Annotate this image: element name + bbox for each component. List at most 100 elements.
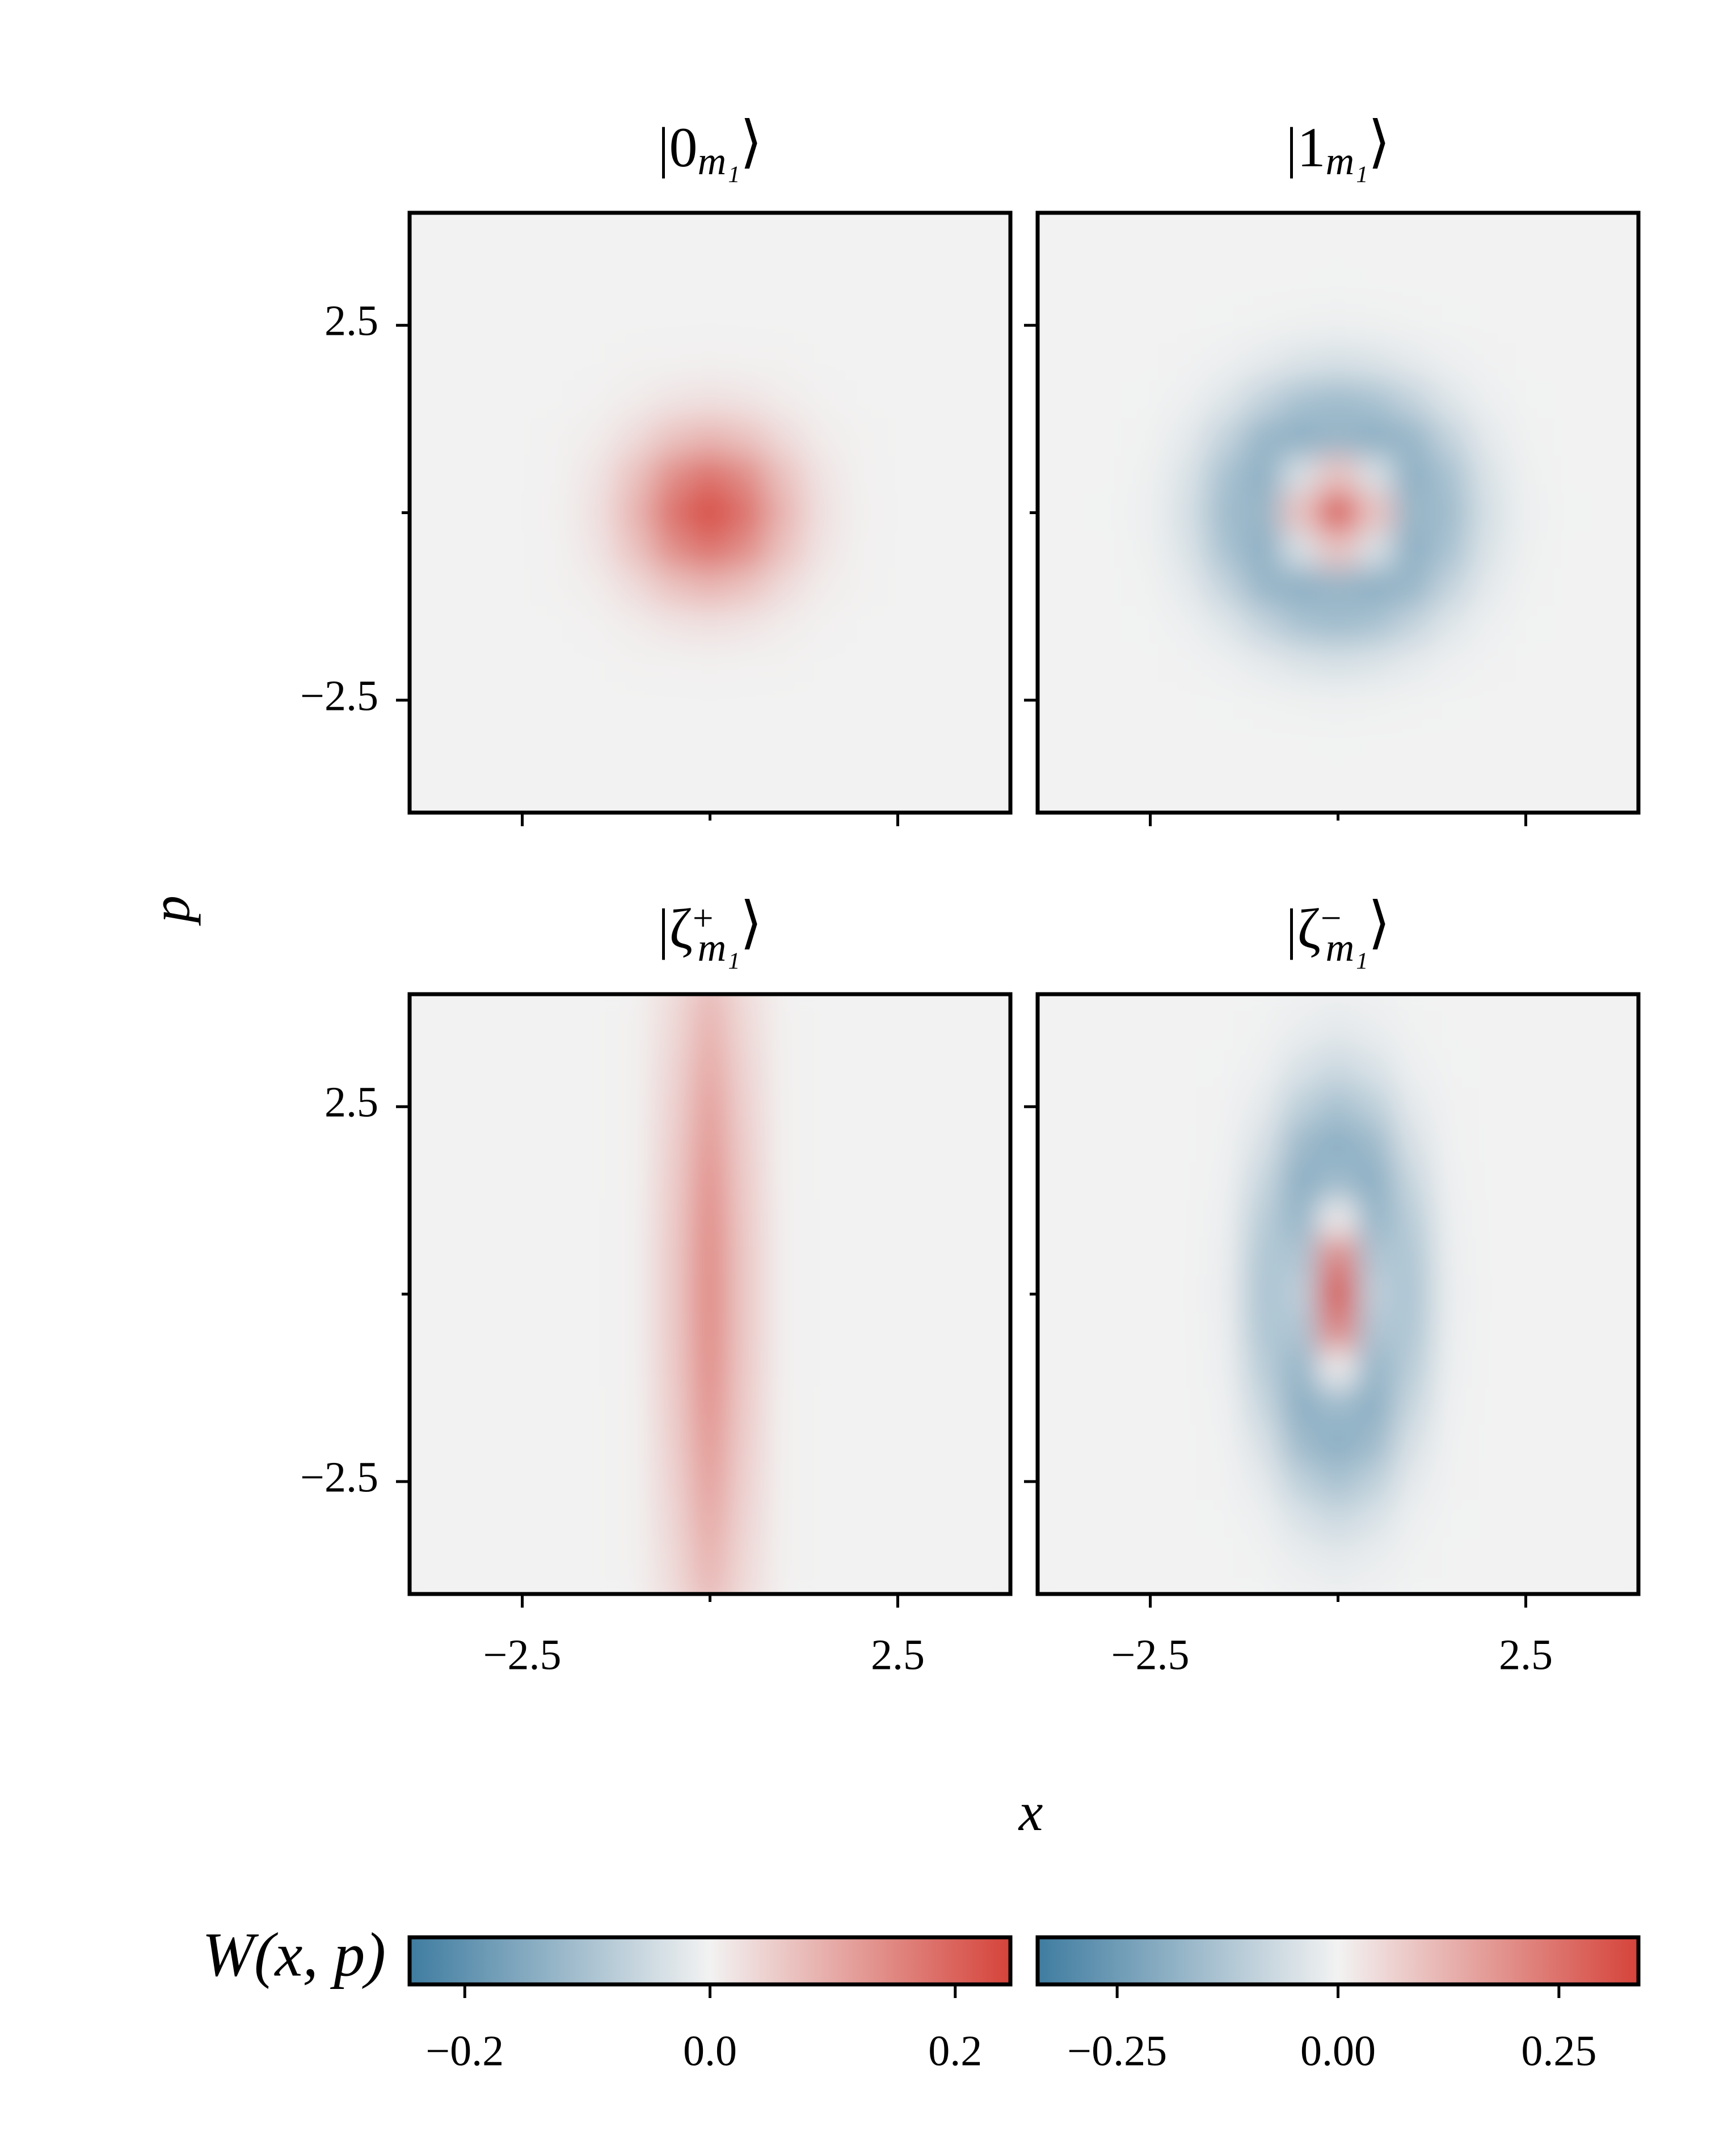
cell [841, 1424, 880, 1463]
cell [1244, 1050, 1283, 1089]
cell [1206, 793, 1245, 813]
cell [878, 306, 917, 345]
cell [1356, 418, 1395, 457]
cell [1206, 994, 1245, 1014]
title-main: |ζ [658, 897, 692, 960]
cell [728, 1424, 767, 1463]
y-axis-label: p [140, 895, 201, 926]
cell [1131, 1050, 1170, 1089]
cell [1281, 231, 1320, 270]
cell [1619, 1012, 1638, 1052]
cell [690, 1200, 730, 1239]
cell [1131, 1424, 1170, 1463]
cell [1356, 793, 1395, 813]
cell [653, 231, 692, 270]
cell [1281, 268, 1320, 308]
cell [728, 1312, 767, 1351]
y-tick-label: −2.5 [300, 1453, 378, 1501]
cell [1469, 643, 1508, 682]
cell [1393, 1462, 1432, 1501]
cell [1619, 1349, 1638, 1389]
cell [1581, 231, 1620, 270]
cell [1619, 994, 1638, 1014]
cell [1281, 755, 1320, 794]
cell [1581, 1162, 1620, 1201]
cell [916, 1162, 955, 1201]
cell [616, 1499, 655, 1538]
cell [916, 1424, 955, 1463]
cell [428, 605, 467, 645]
cell [1168, 1349, 1207, 1389]
cell [1244, 718, 1283, 757]
cell [765, 1424, 804, 1463]
cell [1244, 1237, 1283, 1276]
cell [1619, 1387, 1638, 1426]
cell [1469, 1275, 1508, 1314]
cell [428, 1349, 467, 1389]
cell [1469, 343, 1508, 382]
cell [1619, 1050, 1638, 1089]
cell [1131, 1087, 1170, 1126]
cell [1038, 531, 1057, 570]
cell [1318, 418, 1358, 457]
cell [953, 1087, 992, 1126]
cell [1281, 793, 1320, 813]
cell [1168, 680, 1207, 720]
cell [916, 1087, 955, 1126]
x-tick-label: −2.5 [1111, 1631, 1190, 1679]
cell [953, 1125, 992, 1164]
cell [1469, 381, 1508, 420]
cell [841, 1087, 880, 1126]
cell [728, 1499, 767, 1538]
cell [803, 1125, 842, 1164]
cell [1469, 231, 1508, 270]
cell [540, 1050, 579, 1089]
cell [1506, 231, 1545, 270]
cell [1356, 680, 1395, 720]
cell [1356, 568, 1395, 607]
cell [428, 1387, 467, 1426]
cell [1056, 1537, 1095, 1576]
cell [578, 605, 617, 645]
cell [916, 531, 955, 570]
cell [1356, 381, 1395, 420]
cell [953, 1574, 992, 1594]
cell [1393, 1275, 1432, 1314]
cell [1281, 1012, 1320, 1052]
cell [1318, 456, 1358, 495]
cell [1244, 1012, 1283, 1052]
cell [1506, 1050, 1545, 1089]
cell [1393, 231, 1432, 270]
cell [1619, 1275, 1638, 1314]
cell [1469, 1499, 1508, 1538]
cell [1544, 456, 1583, 495]
cell [803, 1387, 842, 1426]
cell [953, 1387, 992, 1426]
cell [1581, 680, 1620, 720]
cell [1619, 306, 1638, 345]
cell [1506, 1499, 1545, 1538]
cell [690, 268, 730, 308]
cell [728, 343, 767, 382]
cell [653, 680, 692, 720]
cell [803, 1275, 842, 1314]
cell [1506, 268, 1545, 308]
cell [1431, 1012, 1470, 1052]
cell [841, 213, 880, 233]
cell [465, 643, 504, 682]
cell [465, 493, 504, 532]
cell [765, 231, 804, 270]
cell [1619, 568, 1638, 607]
cell [878, 718, 917, 757]
cell [503, 381, 542, 420]
cell [1056, 793, 1095, 813]
cell [1056, 1275, 1095, 1314]
cell [1168, 1312, 1207, 1351]
cell [1131, 456, 1170, 495]
cell [1318, 268, 1358, 308]
cell [1506, 381, 1545, 420]
cell [1131, 1537, 1170, 1576]
cell [578, 1537, 617, 1576]
cell [1619, 1574, 1638, 1594]
cell [953, 306, 992, 345]
